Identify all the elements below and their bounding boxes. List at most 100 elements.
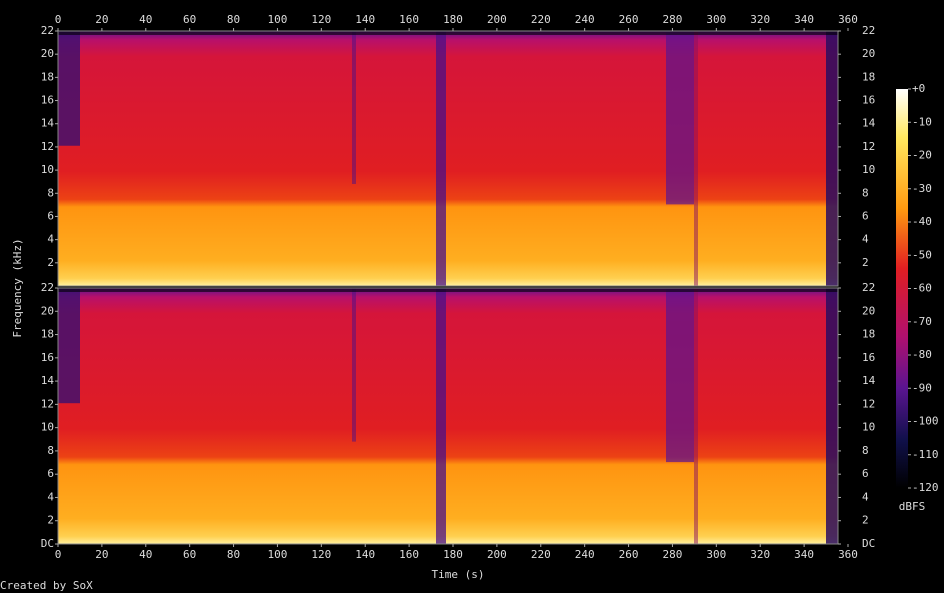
x-tick-label: 120 xyxy=(311,13,331,26)
y-tick-label-right: 12 xyxy=(862,140,875,153)
x-tick-label: 320 xyxy=(750,548,770,561)
colorbar-label: dBFS xyxy=(899,500,926,513)
y-tick-label-right: 10 xyxy=(862,421,875,434)
y-tick-label-right: DC xyxy=(862,537,875,550)
spectrogram-image xyxy=(58,288,838,544)
y-tick-label-right: 16 xyxy=(862,351,875,364)
y-tick-label: 6 xyxy=(47,467,54,480)
x-tick-label: 340 xyxy=(794,13,814,26)
x-tick-label: 220 xyxy=(531,13,551,26)
y-tick-label-right: 22 xyxy=(862,24,875,37)
x-tick-label: 300 xyxy=(706,548,726,561)
colorbar-tick-label: -60 xyxy=(912,282,932,295)
spectrum-shade xyxy=(826,288,838,544)
colorbar-tick-label: +0 xyxy=(912,82,925,95)
y-tick-label: 4 xyxy=(47,490,54,503)
y-tick-label-right: 22 xyxy=(862,281,875,294)
y-tick-label-right: 4 xyxy=(862,490,869,503)
x-tick-label: 240 xyxy=(575,13,595,26)
y-tick-label: 22 xyxy=(41,24,54,37)
x-tick-label: 20 xyxy=(95,13,108,26)
colorbar-tick-label: -110 xyxy=(912,448,939,461)
x-tick-label: 140 xyxy=(355,13,375,26)
footer: Created by SoX xyxy=(0,579,93,592)
y-tick-label: 8 xyxy=(47,444,54,457)
x-tick-label: 260 xyxy=(619,13,639,26)
x-tick-label: 360 xyxy=(838,13,858,26)
y-tick-label-right: 14 xyxy=(862,374,876,387)
x-tick-label: 180 xyxy=(443,13,463,26)
x-tick-label: 300 xyxy=(706,13,726,26)
y-tick-label: 20 xyxy=(41,47,54,60)
spectrum-shade xyxy=(352,288,356,442)
spectrum-shade xyxy=(666,31,694,205)
x-tick-label: 260 xyxy=(619,548,639,561)
x-tick-label: 100 xyxy=(268,13,288,26)
x-tick-label: 160 xyxy=(399,548,419,561)
x-tick-label: 240 xyxy=(575,548,595,561)
colorbar-tick-label: -30 xyxy=(912,182,932,195)
y-tick-label: 2 xyxy=(47,256,54,269)
x-tick-label: 160 xyxy=(399,13,419,26)
x-tick-label: 140 xyxy=(355,548,375,561)
y-tick-label-right: 4 xyxy=(862,233,869,246)
x-tick-label: 180 xyxy=(443,548,463,561)
y-tick-label: 10 xyxy=(41,421,54,434)
x-tick-label: 80 xyxy=(227,13,240,26)
y-tick-label-right: 20 xyxy=(862,304,875,317)
colorbar-tick-label: -40 xyxy=(912,215,932,228)
y-tick-label: 2 xyxy=(47,514,54,527)
spectrum-top xyxy=(58,288,838,292)
colorbar-tick-label: -80 xyxy=(912,348,932,361)
y-tick-label: 22 xyxy=(41,281,54,294)
plot-frame xyxy=(57,287,839,545)
y-tick-label-right: 18 xyxy=(862,70,875,83)
x-tick-label: 280 xyxy=(663,13,683,26)
y-axis-label: Frequency (kHz) xyxy=(11,238,24,337)
spectrum-shade xyxy=(436,31,446,286)
spectrum-shade xyxy=(666,288,694,463)
y-tick-label: DC xyxy=(41,537,54,550)
colorbar-tick-label: -120 xyxy=(912,481,939,494)
x-tick-label: 340 xyxy=(794,548,814,561)
y-tick-label-right: 16 xyxy=(862,94,875,107)
x-tick-label: 40 xyxy=(139,548,152,561)
spectrum-shade xyxy=(352,31,356,184)
y-tick-label-right: 6 xyxy=(862,467,869,480)
spectrum-shade xyxy=(826,31,838,286)
spectrum-shade xyxy=(436,288,446,544)
spectrum-shade xyxy=(58,288,80,404)
x-tick-label: 20 xyxy=(95,548,108,561)
spectrum-shade xyxy=(694,31,698,286)
y-tick-label: 18 xyxy=(41,70,54,83)
x-tick-label: 100 xyxy=(268,548,288,561)
spectrum-top xyxy=(58,31,838,35)
x-tick-label: 0 xyxy=(55,13,62,26)
x-tick-label: 280 xyxy=(663,548,683,561)
y-tick-label-right: 8 xyxy=(862,444,869,457)
colorbar-tick-label: -20 xyxy=(912,149,932,162)
x-tick-label: 320 xyxy=(750,13,770,26)
colorbar-tick-label: -90 xyxy=(912,381,932,394)
x-tick-label: 0 xyxy=(55,548,62,561)
y-tick-label-right: 20 xyxy=(862,47,875,60)
x-axis-label: Time (s) xyxy=(432,568,485,581)
y-tick-label: 12 xyxy=(41,397,54,410)
y-tick-label-right: 14 xyxy=(862,117,876,130)
y-tick-label-right: 12 xyxy=(862,397,875,410)
y-tick-label: 14 xyxy=(41,374,55,387)
x-tick-label: 40 xyxy=(139,13,152,26)
x-tick-label: 220 xyxy=(531,548,551,561)
colorbar-tick-label: -10 xyxy=(912,115,932,128)
spectrum-shade xyxy=(694,288,698,544)
colorbar xyxy=(896,89,908,488)
colorbar-tick-label: -70 xyxy=(912,315,932,328)
colorbar-tick-label: -100 xyxy=(912,415,939,428)
y-tick-label: 10 xyxy=(41,163,54,176)
y-tick-label-right: 8 xyxy=(862,186,869,199)
y-tick-label-right: 18 xyxy=(862,328,875,341)
y-tick-label-right: 6 xyxy=(862,209,869,222)
plot-frame xyxy=(57,30,839,287)
y-tick-label: 8 xyxy=(47,186,54,199)
